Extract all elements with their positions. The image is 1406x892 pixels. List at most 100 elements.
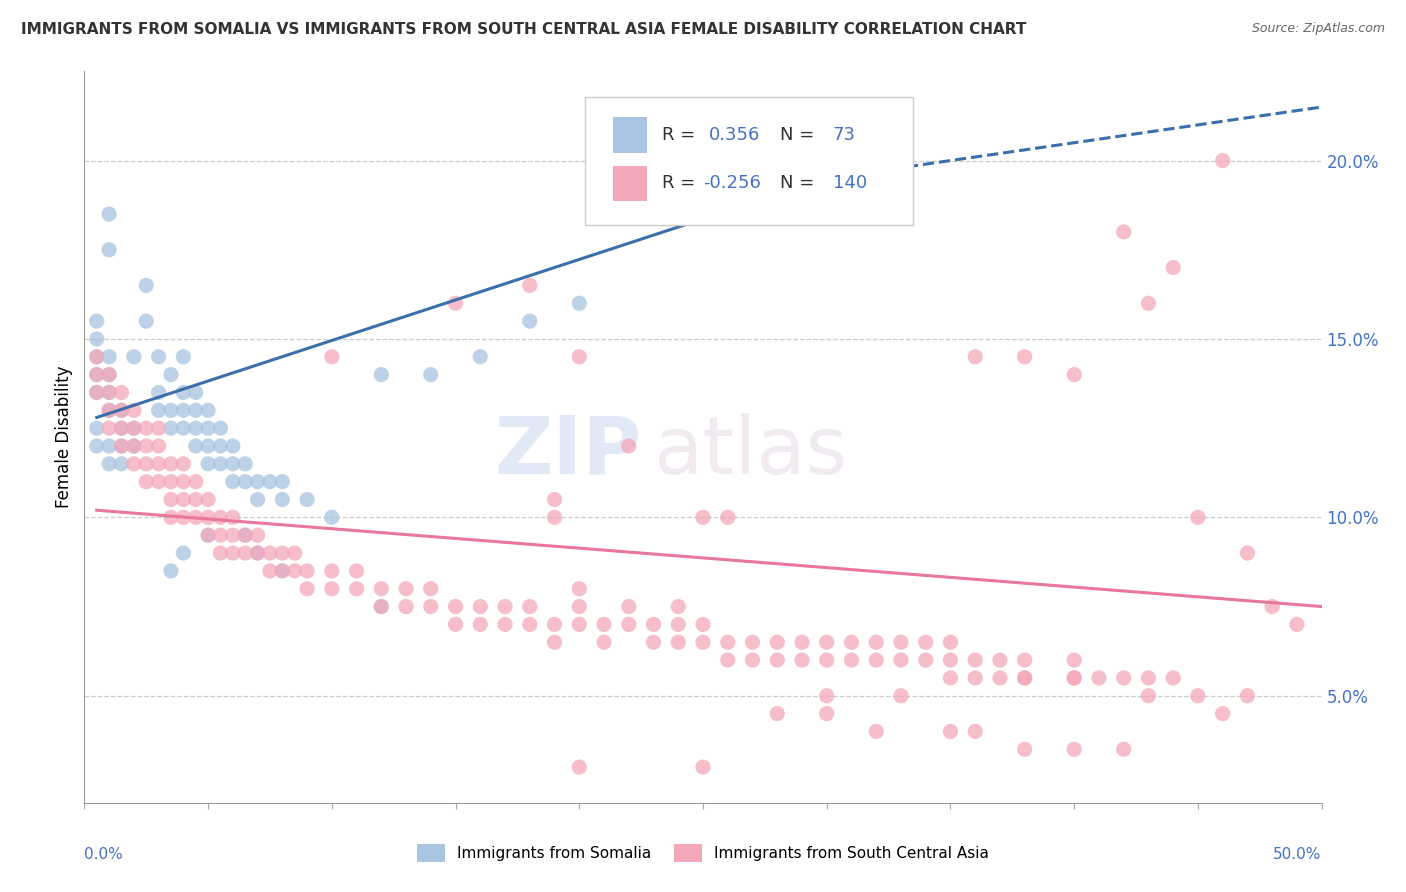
Point: [160, 510, 183, 524]
Point: [1236, 689, 1258, 703]
Point: [1014, 742, 1036, 756]
Point: [865, 653, 887, 667]
Point: [395, 582, 418, 596]
Point: [160, 403, 183, 417]
Legend: Immigrants from Somalia, Immigrants from South Central Asia: Immigrants from Somalia, Immigrants from…: [411, 838, 995, 868]
Point: [1112, 742, 1135, 756]
Text: 0.356: 0.356: [709, 126, 761, 144]
Point: [98, 243, 121, 257]
FancyBboxPatch shape: [585, 97, 914, 225]
Point: [568, 617, 591, 632]
Point: [110, 439, 132, 453]
Point: [86, 368, 108, 382]
Point: [841, 635, 863, 649]
Point: [98, 421, 121, 435]
Point: [271, 492, 294, 507]
Point: [233, 457, 256, 471]
Point: [98, 368, 121, 382]
Point: [470, 617, 492, 632]
Point: [617, 439, 640, 453]
Point: [666, 635, 689, 649]
Point: [617, 617, 640, 632]
Point: [172, 403, 194, 417]
Point: [470, 599, 492, 614]
Point: [172, 457, 194, 471]
Point: [271, 564, 294, 578]
Point: [494, 599, 516, 614]
Point: [939, 724, 962, 739]
Point: [494, 617, 516, 632]
Point: [470, 350, 492, 364]
Point: [939, 635, 962, 649]
Point: [222, 457, 245, 471]
Point: [86, 350, 108, 364]
FancyBboxPatch shape: [613, 118, 647, 153]
Point: [519, 617, 541, 632]
Point: [172, 510, 194, 524]
Point: [98, 368, 121, 382]
Text: 140: 140: [832, 174, 868, 193]
Point: [284, 546, 307, 560]
Point: [233, 528, 256, 542]
Point: [184, 439, 207, 453]
Point: [543, 492, 565, 507]
Point: [717, 510, 740, 524]
Point: [692, 760, 714, 774]
Point: [815, 706, 838, 721]
Point: [1137, 296, 1160, 310]
Point: [184, 421, 207, 435]
Point: [197, 510, 219, 524]
Text: atlas: atlas: [654, 413, 848, 491]
Point: [148, 403, 170, 417]
Point: [1161, 260, 1184, 275]
Point: [259, 564, 281, 578]
Point: [865, 635, 887, 649]
Point: [86, 314, 108, 328]
Point: [346, 582, 368, 596]
Point: [815, 635, 838, 649]
Point: [222, 475, 245, 489]
Point: [246, 546, 269, 560]
Point: [617, 599, 640, 614]
Point: [246, 475, 269, 489]
Point: [692, 635, 714, 649]
Point: [965, 671, 987, 685]
Point: [988, 671, 1011, 685]
Point: [593, 635, 616, 649]
Point: [271, 546, 294, 560]
Point: [122, 439, 145, 453]
Point: [370, 599, 392, 614]
Point: [419, 368, 441, 382]
Point: [766, 635, 789, 649]
Point: [914, 653, 936, 667]
Point: [815, 653, 838, 667]
Point: [321, 350, 343, 364]
Point: [246, 492, 269, 507]
Text: 73: 73: [832, 126, 856, 144]
Point: [914, 635, 936, 649]
Point: [197, 421, 219, 435]
Point: [148, 421, 170, 435]
Point: [370, 582, 392, 596]
Point: [1187, 689, 1209, 703]
Point: [209, 546, 232, 560]
Point: [568, 296, 591, 310]
Point: [209, 421, 232, 435]
Point: [890, 653, 912, 667]
Point: [86, 332, 108, 346]
Point: [110, 421, 132, 435]
Text: R =: R =: [662, 126, 702, 144]
Text: Source: ZipAtlas.com: Source: ZipAtlas.com: [1251, 22, 1385, 36]
Point: [98, 403, 121, 417]
Point: [259, 546, 281, 560]
Point: [295, 582, 318, 596]
Point: [98, 403, 121, 417]
Point: [346, 564, 368, 578]
Point: [122, 421, 145, 435]
Point: [593, 617, 616, 632]
Point: [1088, 671, 1111, 685]
Point: [246, 546, 269, 560]
Point: [148, 439, 170, 453]
Point: [160, 368, 183, 382]
Point: [666, 617, 689, 632]
